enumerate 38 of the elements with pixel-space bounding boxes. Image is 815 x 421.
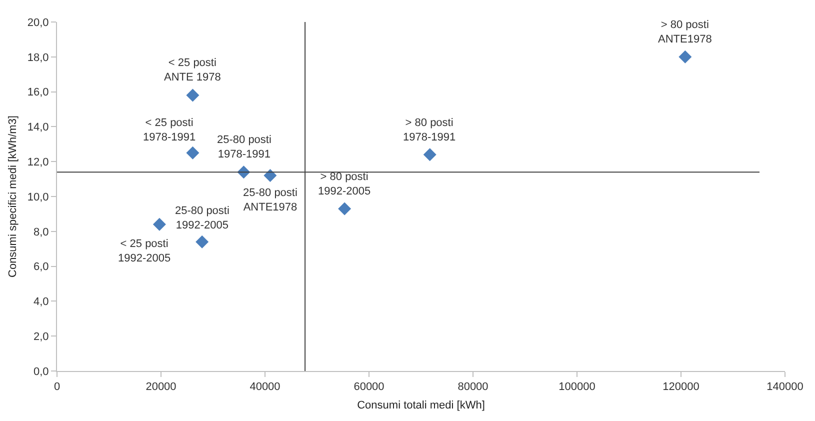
x-tick-label: 100000 [558,381,596,394]
y-tick-label: 16,0 [27,86,49,99]
x-tick-label: 80000 [458,381,488,394]
x-axis-title: Consumi totali medi [kWh] [357,399,485,412]
annotation: > 80 posti 1992-2005 [318,171,371,198]
y-tick-label: 2,0 [34,330,49,343]
annotation: 25-80 posti 1978-1991 [217,134,272,160]
y-tick-label: 20,0 [27,16,49,29]
y-tick-label: 6,0 [34,261,49,274]
x-tick-label: 140000 [766,381,804,394]
annotation: > 80 posti 1978-1991 [403,117,456,144]
point [152,218,166,231]
x-tick-label: 20000 [146,381,176,394]
annotation: < 25 posti 1992-2005 [118,238,171,264]
point [423,148,436,162]
annotation: 25-80 posti ANTE1978 [243,187,298,214]
point [186,146,200,160]
y-axis-title: Consumi specifici medi [kWh/m3] [7,116,20,278]
x-tick-label: 40000 [250,381,280,394]
point [196,235,209,248]
y-tick-label: 12,0 [27,156,49,168]
point [264,169,277,182]
point [186,88,200,102]
x-tick-label: 120000 [662,381,700,394]
annotation: < 25 posti ANTE 1978 [164,57,221,84]
y-tick-label: 18,0 [27,52,49,64]
y-tick-label: 4,0 [34,296,49,308]
x-tick-label: 60000 [354,381,384,394]
y-tick-label: 10,0 [27,191,49,204]
annotation: 25-80 posti 1992-2005 [175,205,230,232]
y-tick-label: 14,0 [27,122,49,134]
point [338,202,352,216]
annotation: > 80 posti ANTE1978 [658,19,712,46]
y-tick-label: 0,0 [34,366,49,378]
point [678,50,692,64]
y-tick-label: 8,0 [34,226,49,238]
annotation: < 25 posti 1978-1991 [143,117,196,144]
x-tick-label: 0 [54,381,60,394]
